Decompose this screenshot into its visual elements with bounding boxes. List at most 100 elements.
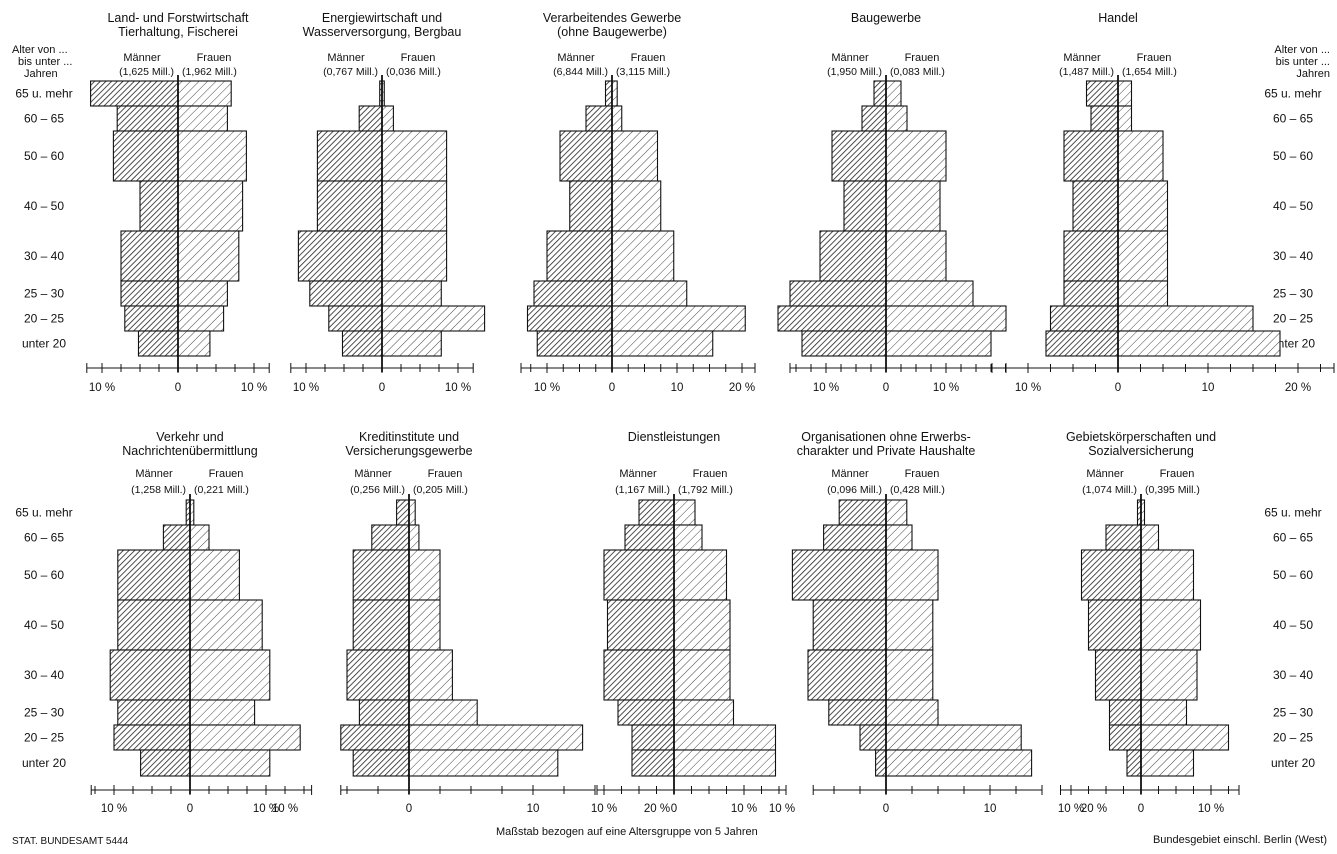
age-band-label: 40 – 50 (1273, 199, 1313, 213)
x-tick-label: 0 (406, 803, 412, 815)
female-bar (885, 724, 1022, 751)
female-bar (189, 699, 256, 726)
female-bar (408, 499, 416, 526)
male-label: Männer (831, 468, 869, 480)
female-bar (408, 699, 478, 726)
male-bar (812, 599, 887, 651)
female-bar (1140, 699, 1188, 726)
x-tick-label: 0 (1138, 803, 1144, 815)
female-label: Frauen (428, 468, 463, 480)
x-tick-label: 10 % (591, 803, 617, 815)
age-band-label: 30 – 40 (1273, 668, 1313, 682)
female-bar (1117, 330, 1281, 357)
panel-title: Handel (1098, 11, 1138, 25)
female-bar (1117, 105, 1133, 132)
region-note: Bundesgebiet einschl. Berlin (West) (1152, 834, 1327, 846)
male-bar (585, 105, 613, 132)
age-band-label: 60 – 65 (1273, 112, 1313, 126)
age-axis-title-left: Alter von ... bis unter ... Jahren (12, 44, 72, 80)
male-total: (1,487 Mill.) (1059, 66, 1114, 78)
x-tick-label: 10 % (445, 382, 471, 394)
age-band-label: 20 – 25 (24, 731, 64, 745)
female-bar (885, 105, 908, 132)
male-bar (352, 749, 410, 777)
female-bar (885, 524, 913, 551)
female-bar (189, 549, 240, 601)
male-bar (1090, 105, 1119, 132)
female-bar (177, 130, 247, 182)
male-bar (1108, 699, 1142, 726)
female-bar (611, 105, 623, 132)
panel-title: Wasserversorgung, Bergbau (303, 25, 462, 39)
male-bar (112, 130, 179, 182)
female-bar (673, 549, 728, 601)
female-bar (381, 230, 448, 282)
female-bar (408, 524, 420, 551)
female-bar (189, 649, 271, 701)
male-bar (603, 549, 675, 601)
x-tick-label: 10 % (1198, 803, 1224, 815)
pyramid-panel: Handel Männer Frauen (1,487 Mill.) (1,654 Mi… (991, 11, 1335, 394)
female-label: Frauen (1137, 52, 1172, 64)
female-bar (408, 549, 441, 601)
x-tick-label: 0 (1115, 382, 1121, 394)
age-band-label: 65 u. mehr (1264, 87, 1321, 101)
male-bar (536, 330, 613, 357)
female-bar (1117, 280, 1169, 307)
female-label: Frauen (905, 468, 940, 480)
age-band-label: 65 u. mehr (15, 87, 72, 101)
female-bar (177, 230, 240, 282)
male-bar (117, 599, 191, 651)
female-label: Frauen (197, 52, 232, 64)
male-bar (1045, 330, 1119, 357)
panel-title: Energiewirtschaft und (322, 11, 442, 25)
female-bar (381, 330, 442, 357)
female-bar (673, 699, 735, 726)
x-tick-label: 10 % (272, 803, 298, 815)
male-bar (801, 330, 887, 357)
male-bar (117, 549, 191, 601)
male-label: Männer (1086, 468, 1124, 480)
male-bar (341, 330, 383, 357)
age-band-label: 25 – 30 (1273, 706, 1313, 720)
female-bar (408, 599, 441, 651)
male-bar (838, 499, 887, 526)
x-tick-label: 10 % (933, 382, 959, 394)
male-bar (606, 599, 675, 651)
female-bar (189, 524, 210, 551)
age-band-label: unter 20 (1271, 337, 1315, 351)
female-bar (177, 80, 232, 107)
male-bar (358, 699, 410, 726)
female-total: (0,036 Mill.) (386, 66, 441, 78)
x-tick-label: 10 % (1058, 803, 1084, 815)
male-bar (777, 305, 887, 332)
female-bar (1117, 130, 1164, 182)
male-bar (346, 649, 410, 701)
male-total: (6,844 Mill.) (553, 66, 608, 78)
female-total: (0,205 Mill.) (413, 484, 468, 496)
female-bar (381, 280, 442, 307)
panel-title: Nachrichtenübermittlung (122, 444, 258, 458)
female-bar (885, 549, 939, 601)
male-bar (859, 724, 887, 751)
female-bar (177, 180, 244, 232)
male-bar (791, 549, 887, 601)
male-bar (638, 499, 675, 526)
panel-title: Organisationen ohne Erwerbs- (801, 430, 971, 444)
female-bar (673, 749, 777, 777)
age-band-label: 20 – 25 (1273, 731, 1313, 745)
female-bar (673, 724, 777, 751)
x-tick-label: 20 % (644, 803, 670, 815)
male-bar (617, 699, 675, 726)
female-total: (0,395 Mill.) (1145, 484, 1200, 496)
male-bar (396, 499, 410, 526)
female-bar (381, 130, 448, 182)
male-label: Männer (619, 468, 657, 480)
male-bar (113, 724, 191, 751)
x-tick-label: 0 (883, 803, 889, 815)
age-band-label: 40 – 50 (24, 199, 64, 213)
male-bar (1080, 549, 1142, 601)
female-bar (408, 749, 559, 777)
male-total: (0,767 Mill.) (323, 66, 378, 78)
